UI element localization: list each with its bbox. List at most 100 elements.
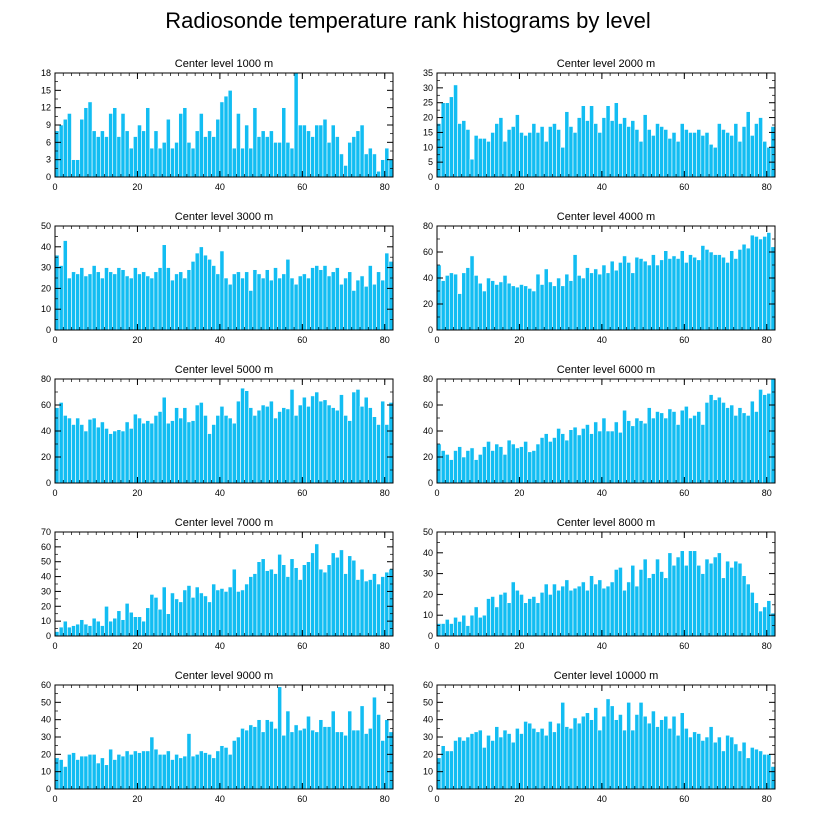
histogram-bar <box>95 762 101 790</box>
panel-4: Center level 4000 m 0 20 40 60 80 0 20 40 60 80 <box>423 211 776 345</box>
histogram-bar <box>688 132 693 178</box>
histogram-bar <box>343 734 348 790</box>
x-tick-label: 20 <box>132 335 142 345</box>
histogram-bar <box>87 418 93 484</box>
histogram-bar <box>547 441 553 484</box>
histogram-bar <box>260 731 266 790</box>
histogram-bar <box>165 613 171 637</box>
x-tick-label: 80 <box>762 641 772 651</box>
histogram-bar <box>679 123 685 178</box>
histogram-bar <box>231 422 237 484</box>
histogram-bar <box>589 433 594 484</box>
histogram-bar <box>642 260 648 331</box>
histogram-bar <box>310 136 315 178</box>
histogram-bar <box>568 728 574 790</box>
histogram-bar <box>264 719 270 790</box>
x-tick-label: 60 <box>679 794 689 804</box>
histogram-bar <box>638 141 644 178</box>
panel-2: Center level 2000 m 0 20 40 60 80 0 5 10 15 20 25 30… <box>423 58 776 192</box>
y-tick-label: 40 <box>41 426 51 436</box>
histogram-bar <box>539 592 545 637</box>
histogram-bar <box>473 731 479 790</box>
histogram-bar <box>729 135 735 178</box>
histogram-bar <box>372 153 377 178</box>
histogram-bar <box>256 561 262 637</box>
histogram-bar <box>339 549 344 637</box>
histogram-bar <box>651 135 656 178</box>
histogram-bar <box>560 285 566 331</box>
histogram-bar <box>597 430 603 484</box>
histogram-bar <box>244 583 250 637</box>
histogram-bar <box>684 564 689 637</box>
y-tick-label: 35 <box>423 68 433 78</box>
histogram-bar <box>219 101 225 178</box>
histogram-bar <box>297 124 303 178</box>
histogram-bar <box>141 750 146 790</box>
histogram-bar <box>302 124 307 178</box>
histogram-bar <box>161 244 167 331</box>
y-tick-label: 0 <box>46 631 51 641</box>
histogram-bar <box>646 129 652 178</box>
y-tick-label: 10 <box>423 767 433 777</box>
histogram-bar <box>510 741 516 790</box>
histogram-bar <box>741 243 747 331</box>
histogram-bar <box>95 136 101 178</box>
histogram-bar <box>240 589 245 637</box>
histogram-bar <box>502 141 508 178</box>
histogram-bar <box>198 113 204 178</box>
y-tick-label: 30 <box>423 569 433 579</box>
histogram-bar <box>326 564 332 637</box>
histogram-bar <box>297 404 303 484</box>
histogram-bar <box>733 743 739 790</box>
histogram-bar <box>223 95 229 178</box>
histogram-bar <box>170 279 175 331</box>
y-tick-label: 20 <box>423 589 433 599</box>
histogram-bar <box>260 558 266 637</box>
histogram-bar <box>556 129 561 178</box>
histogram-bar <box>269 279 274 331</box>
histogram-bar <box>198 592 204 637</box>
histogram-bar <box>334 409 340 484</box>
histogram-bar <box>725 262 730 331</box>
histogram-bar <box>363 733 369 790</box>
histogram-bar <box>457 736 463 790</box>
x-tick-label: 80 <box>762 794 772 804</box>
histogram-bar <box>198 402 204 484</box>
y-tick-label: 12 <box>41 103 51 113</box>
histogram-bar <box>572 254 578 331</box>
histogram-bar <box>667 728 673 790</box>
histogram-bar <box>745 757 751 790</box>
histogram-bar <box>248 724 254 790</box>
histogram-bar <box>302 396 307 484</box>
histogram-bar <box>211 265 217 331</box>
histogram-bar <box>285 142 291 178</box>
histogram-bar <box>618 567 623 637</box>
histogram-bar <box>95 620 101 637</box>
histogram-bar <box>696 411 702 484</box>
histogram-bar <box>506 602 512 637</box>
y-tick-label: 60 <box>41 680 51 690</box>
histogram-bar <box>264 136 270 178</box>
y-tick-label: 60 <box>41 542 51 552</box>
histogram-bar <box>182 407 188 484</box>
histogram-bar <box>675 258 681 331</box>
y-tick-label: 18 <box>41 68 51 78</box>
histogram-bar <box>339 153 344 178</box>
histogram-bar <box>749 234 755 331</box>
histogram-bar <box>630 564 636 637</box>
x-tick-label: 0 <box>52 488 57 498</box>
histogram-bar <box>609 260 615 331</box>
histogram-bar <box>506 282 512 331</box>
histogram-bar <box>444 619 450 637</box>
histogram-bar <box>716 736 722 790</box>
histogram-bar <box>749 592 755 637</box>
histogram-bar <box>120 269 126 331</box>
histogram-bar <box>651 573 656 637</box>
histogram-bar <box>264 269 270 331</box>
histogram-bar <box>376 424 381 484</box>
histogram-bar <box>297 729 303 790</box>
histogram-bar <box>124 421 130 484</box>
histogram-bar <box>62 620 68 637</box>
histogram-bar <box>277 142 283 178</box>
histogram-bar <box>469 614 475 637</box>
